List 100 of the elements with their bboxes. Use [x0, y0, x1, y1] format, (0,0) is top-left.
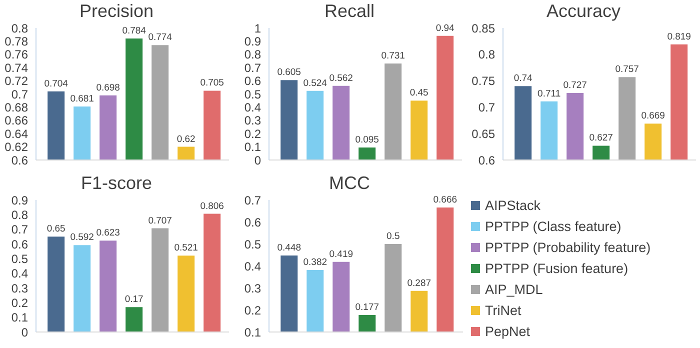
- data-label: 0.095: [355, 134, 379, 146]
- y-tick-label: 0.65: [472, 126, 496, 141]
- y-tick-label: 0.8: [478, 48, 496, 62]
- data-label: 0.704: [44, 78, 68, 90]
- data-label: 0.711: [538, 88, 561, 100]
- data-label: 0.94: [436, 22, 454, 34]
- chart-title: Recall: [323, 0, 376, 22]
- data-label: 0.819: [667, 31, 691, 42]
- data-label: 0.382: [303, 256, 328, 268]
- data-label: 0.774: [148, 32, 172, 44]
- data-label: 0.605: [277, 67, 301, 78]
- y-tick-label: 0.1: [244, 140, 262, 154]
- y-tick-label: 0.72: [4, 74, 28, 88]
- data-label: 0.74: [514, 73, 532, 84]
- legend-label: AIPStack: [485, 196, 541, 214]
- data-label: 0.62: [176, 134, 196, 145]
- bar: [178, 256, 195, 332]
- y-tick-label: 0.9: [244, 34, 262, 48]
- data-label: 0.287: [407, 278, 432, 289]
- y-tick-label: 0.66: [4, 114, 28, 128]
- y-tick-label: 0.4: [11, 266, 28, 281]
- legend-label: AIP_MDL: [485, 280, 543, 299]
- y-tick-label: 0.5: [11, 252, 28, 266]
- chart-title: MCC: [328, 172, 371, 194]
- y-tick-label: 0.2: [244, 303, 262, 318]
- data-label: 0.177: [355, 302, 380, 314]
- y-tick-label: 0.7: [11, 222, 28, 237]
- data-label: 0.731: [381, 50, 405, 62]
- y-tick-label: 0.74: [4, 60, 28, 75]
- y-tick-label: 0.1: [11, 310, 28, 325]
- y-tick-label: 0.7: [244, 60, 262, 75]
- y-tick-label: 0.7: [11, 87, 28, 102]
- bar: [332, 86, 350, 160]
- y-tick-label: 0.1: [244, 325, 262, 340]
- bar: [306, 90, 324, 160]
- y-tick-label: 0.2: [11, 296, 28, 310]
- data-label: 0.698: [96, 82, 120, 94]
- legend-label: PPTPP (Fusion feature): [485, 260, 628, 278]
- y-tick-label: 0.75: [472, 74, 496, 88]
- legend-label: TriNet: [485, 302, 522, 320]
- data-label: 0.448: [277, 242, 302, 254]
- y-tick-label: 0.5: [244, 237, 262, 252]
- chart-title: Precision: [78, 0, 155, 22]
- legend-label: PPTPP (Class feature): [485, 218, 622, 236]
- y-tick-label: 0: [21, 325, 28, 340]
- data-label: 0.5: [386, 231, 400, 242]
- y-tick-label: 0.6: [244, 215, 262, 230]
- data-label: 0.784: [122, 26, 146, 37]
- y-tick-label: 0.4: [244, 100, 262, 114]
- data-label: 0.17: [124, 294, 144, 306]
- y-tick-label: 0.68: [4, 100, 28, 114]
- data-label: 0.681: [70, 94, 94, 105]
- data-label: 0.45: [410, 88, 428, 99]
- legend-label: PPTPP (Probability feature): [485, 238, 651, 257]
- bar: [100, 240, 117, 332]
- y-tick-label: 0.8: [11, 208, 28, 222]
- bar: [126, 307, 143, 332]
- bar: [384, 64, 402, 160]
- data-label: 0.757: [615, 64, 639, 76]
- bar: [358, 147, 376, 160]
- y-tick-label: 0.3: [11, 281, 28, 296]
- y-tick-label: 0.78: [4, 34, 28, 48]
- y-tick-label: 0.6: [478, 153, 496, 168]
- data-label: 0.562: [329, 72, 353, 84]
- chart-title: Accuracy: [545, 0, 622, 22]
- y-tick-label: 0.8: [244, 48, 262, 62]
- bar: [152, 228, 169, 332]
- y-tick-label: 0.8: [11, 21, 28, 36]
- y-tick-label: 0: [254, 153, 262, 168]
- y-tick-label: 0.5: [244, 87, 262, 102]
- y-tick-label: 0.7: [244, 193, 262, 208]
- y-tick-label: 0.6: [244, 74, 262, 88]
- bar: [204, 214, 221, 332]
- bar: [48, 236, 65, 332]
- data-label: 0.666: [433, 194, 458, 206]
- y-tick-label: 0.76: [4, 48, 28, 62]
- data-label: 0.623: [96, 228, 120, 239]
- data-label: 0.419: [329, 248, 354, 260]
- bar: [410, 100, 428, 160]
- y-tick-label: 0.2: [244, 126, 262, 141]
- data-label: 0.727: [563, 80, 587, 91]
- y-tick-label: 0.3: [244, 114, 262, 128]
- y-tick-label: 0.85: [472, 21, 496, 36]
- bar: [280, 80, 298, 160]
- data-label: 0.592: [70, 232, 94, 244]
- y-tick-label: 0.6: [11, 153, 28, 168]
- y-tick-label: 0.7: [478, 100, 496, 114]
- data-label: 0.627: [589, 132, 613, 144]
- y-tick-label: 0.62: [4, 140, 28, 154]
- y-tick-label: 0.9: [11, 193, 28, 208]
- data-label: 0.705: [200, 78, 224, 89]
- data-label: 0.524: [303, 78, 327, 89]
- chart-title: F1-score: [80, 172, 153, 194]
- data-label: 0.521: [174, 242, 198, 254]
- y-tick-label: 0.6: [11, 237, 28, 252]
- y-tick-label: 0.4: [244, 259, 262, 274]
- data-label: 0.806: [200, 200, 224, 212]
- y-tick-label: 1: [254, 21, 262, 36]
- bar: [74, 245, 91, 332]
- data-label: 0.65: [46, 224, 66, 235]
